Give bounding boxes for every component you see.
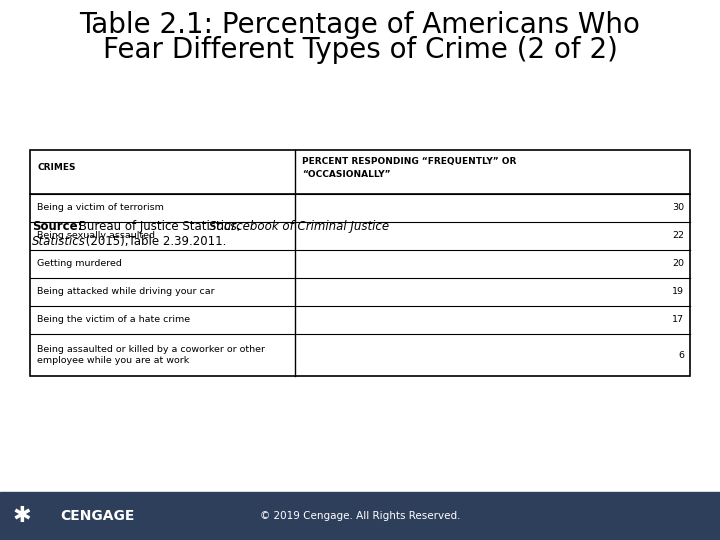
Text: Table 2.1: Percentage of Americans Who: Table 2.1: Percentage of Americans Who [80, 11, 640, 39]
Text: © 2019 Cengage. All Rights Reserved.: © 2019 Cengage. All Rights Reserved. [260, 511, 460, 521]
Text: Being attacked while driving your car: Being attacked while driving your car [37, 287, 215, 296]
Text: 6: 6 [678, 350, 684, 360]
Text: Fear Different Types of Crime (2 of 2): Fear Different Types of Crime (2 of 2) [102, 36, 618, 64]
Text: 22: 22 [672, 232, 684, 240]
Bar [0, 492, 720, 540]
Text: Statistics: Statistics [32, 235, 86, 248]
Bar [30, 150, 690, 376]
Text: 30: 30 [672, 204, 684, 213]
Text: Getting murdered: Getting murdered [37, 260, 122, 268]
Text: Being sexually assaulted: Being sexually assaulted [37, 232, 155, 240]
Text: 17: 17 [672, 315, 684, 325]
Text: Being a victim of terrorism: Being a victim of terrorism [37, 204, 164, 213]
Text: Being assaulted or killed by a coworker or other
employee while you are at work: Being assaulted or killed by a coworker … [37, 345, 265, 365]
Text: ✱: ✱ [13, 506, 31, 526]
Text: PERCENT RESPONDING “FREQUENTLY” OR
“OCCASIONALLY”: PERCENT RESPONDING “FREQUENTLY” OR “OCCA… [302, 157, 516, 179]
Text: Being the victim of a hate crime: Being the victim of a hate crime [37, 315, 190, 325]
Text: CENGAGE: CENGAGE [60, 509, 135, 523]
Text: CRIMES: CRIMES [37, 164, 76, 172]
Text: Bureau of Justice Statistics,: Bureau of Justice Statistics, [75, 220, 244, 233]
Text: (2015),Table 2.39.2011.: (2015),Table 2.39.2011. [82, 235, 226, 248]
Text: 20: 20 [672, 260, 684, 268]
Text: Sourcebook of Criminal Justice: Sourcebook of Criminal Justice [209, 220, 389, 233]
Text: Source:: Source: [32, 220, 83, 233]
Text: 19: 19 [672, 287, 684, 296]
